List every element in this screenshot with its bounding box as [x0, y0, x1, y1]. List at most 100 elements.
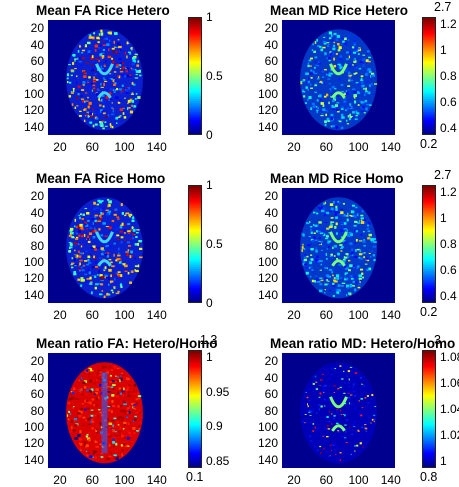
voxel: [370, 250, 372, 253]
colorbar-segment: [423, 302, 436, 303]
colorbar-segment: [423, 193, 435, 196]
voxel: [85, 92, 88, 94]
voxel: [131, 236, 135, 240]
colorbar-segment: [423, 411, 435, 415]
voxel: [319, 98, 322, 101]
voxel: [349, 390, 352, 392]
voxel: [127, 249, 130, 252]
voxel: [133, 406, 135, 408]
voxel: [359, 442, 362, 445]
voxel: [68, 81, 72, 84]
voxel: [103, 64, 106, 67]
voxel: [90, 409, 94, 411]
colorbar-segment: [189, 374, 201, 378]
voxel: [354, 450, 356, 452]
voxel: [93, 201, 96, 205]
voxel: [354, 389, 357, 391]
voxel: [317, 441, 319, 443]
voxel: [103, 251, 106, 254]
voxel: [77, 85, 81, 88]
voxel: [313, 224, 315, 226]
voxel: [79, 252, 83, 255]
voxel: [354, 215, 357, 218]
x-tick-label: 20: [53, 308, 67, 322]
voxel: [344, 367, 346, 370]
voxel: [358, 209, 363, 212]
voxel: [325, 113, 328, 117]
voxel: [132, 232, 134, 235]
voxel: [111, 265, 115, 268]
voxel: [315, 278, 319, 282]
voxel: [83, 441, 87, 444]
voxel: [324, 120, 327, 124]
voxel: [352, 285, 355, 287]
voxel: [326, 275, 331, 278]
colorbar-segment: [189, 465, 201, 467]
ventricles: [329, 63, 348, 99]
voxel: [100, 82, 102, 86]
voxel: [94, 275, 97, 278]
colorbar-segment: [423, 291, 435, 294]
colorbar-tick-label: 1.2: [440, 185, 457, 200]
colorbar-segment: [423, 93, 435, 97]
voxel: [116, 400, 119, 403]
voxel: [104, 37, 108, 41]
voxel: [98, 46, 101, 49]
voxel: [126, 377, 130, 381]
colorbar-segment: [423, 285, 435, 289]
colorbar-tick-label: 0.4: [440, 120, 457, 135]
voxel: [78, 61, 82, 63]
voxel: [339, 57, 342, 61]
voxel: [327, 78, 331, 80]
voxel: [101, 52, 105, 54]
voxel: [313, 236, 316, 240]
voxel: [355, 410, 358, 413]
voxel: [307, 62, 310, 65]
voxel: [132, 59, 136, 62]
voxel: [115, 66, 119, 68]
voxel: [121, 77, 125, 80]
voxel: [80, 392, 82, 394]
voxel: [103, 269, 106, 272]
voxel: [79, 226, 84, 230]
voxel: [325, 445, 328, 447]
voxel: [333, 44, 335, 48]
voxel: [343, 37, 347, 41]
voxel: [326, 57, 328, 60]
voxel: [118, 252, 120, 255]
colorbar-segment: [423, 58, 435, 62]
voxel: [320, 452, 322, 454]
voxel: [353, 60, 357, 63]
voxel: [327, 120, 330, 123]
voxel: [72, 389, 75, 392]
voxel: [91, 418, 94, 422]
voxel: [126, 55, 128, 59]
voxel: [132, 390, 136, 393]
colorbar-tick-label: 0.5: [206, 69, 223, 83]
colorbar-segment: [423, 108, 435, 111]
voxel: [336, 102, 340, 104]
voxel: [79, 449, 82, 451]
voxel: [128, 411, 131, 414]
voxel: [119, 70, 124, 73]
voxel: [354, 118, 358, 120]
voxel: [120, 380, 124, 383]
voxel: [102, 110, 104, 114]
y-tick-label: 120: [257, 271, 278, 286]
colorbar-segment: [189, 82, 201, 85]
voxel: [303, 248, 306, 250]
voxel: [310, 248, 314, 251]
x-tick-label: 20: [287, 308, 301, 322]
voxel: [134, 408, 137, 411]
y-tick-label: 60: [264, 387, 278, 402]
voxel: [328, 246, 330, 248]
colorbar-segment: [189, 75, 201, 78]
voxel: [95, 267, 99, 269]
voxel: [333, 385, 336, 387]
voxel: [105, 245, 108, 248]
voxel: [326, 233, 329, 237]
voxel: [88, 101, 92, 105]
voxel: [110, 386, 114, 388]
voxel: [339, 66, 342, 70]
panel-title: Mean ratio MD: Hetero/Homo: [270, 336, 456, 351]
